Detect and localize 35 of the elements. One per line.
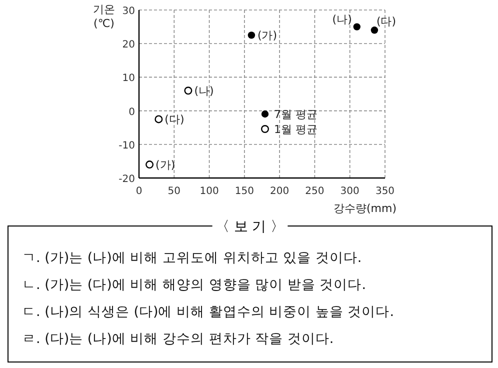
point <box>353 23 360 30</box>
x-tick-label: 50 <box>168 186 181 197</box>
point <box>248 32 256 39</box>
text: 〈 보 기 〉 <box>215 219 285 235</box>
y-axis-title: 기온 (℃) <box>93 3 115 30</box>
x-tick-label: 300 <box>340 186 360 197</box>
point <box>146 160 154 169</box>
text: ㄱ. (가)는 (나)에 비해 고위도에 위치하고 있을 것이다. <box>22 250 362 266</box>
x-tick-label: 100 <box>200 186 219 197</box>
y-tick-label: -10 <box>118 140 135 152</box>
annotation: (다) <box>164 113 184 126</box>
y-tick-label: 30 <box>122 6 135 17</box>
point <box>154 115 163 124</box>
annotation: (다) <box>376 15 396 28</box>
text: ㄹ. (다)는 (나)에 비해 강수의 편차가 작을 것이다. <box>22 331 334 347</box>
annotation: (나) <box>332 12 352 26</box>
text: ㄴ. (가)는 (다)에 비해 해양의 영향을 많이 받을 것이다. <box>22 277 366 293</box>
x-axis-title: 강수량(mm) <box>333 202 397 215</box>
point <box>184 86 192 95</box>
annotation: (나) <box>194 84 214 98</box>
x-tick-label: 250 <box>305 186 324 197</box>
text: ㄷ. (나)의 식생은 (다)에 비해 활엽수의 비중이 높을 것이다. <box>22 304 394 320</box>
legend-label: 7월 평균 <box>274 108 318 121</box>
point <box>370 26 378 34</box>
annotation: (가) <box>156 158 176 172</box>
annotation: (가) <box>257 29 278 42</box>
legend-label: 1월 평균 <box>274 123 318 136</box>
y-tick-label: 10 <box>122 73 135 84</box>
x-tick-label: 150 <box>234 186 254 197</box>
y-tick-label: 0 <box>128 106 135 118</box>
x-tick-label: 350 <box>375 186 395 197</box>
y-tick-label: -20 <box>118 174 135 185</box>
x-tick-label: 200 <box>270 186 290 197</box>
x-tick-label: 0 <box>136 186 142 197</box>
y-tick-label: 20 <box>122 40 135 51</box>
